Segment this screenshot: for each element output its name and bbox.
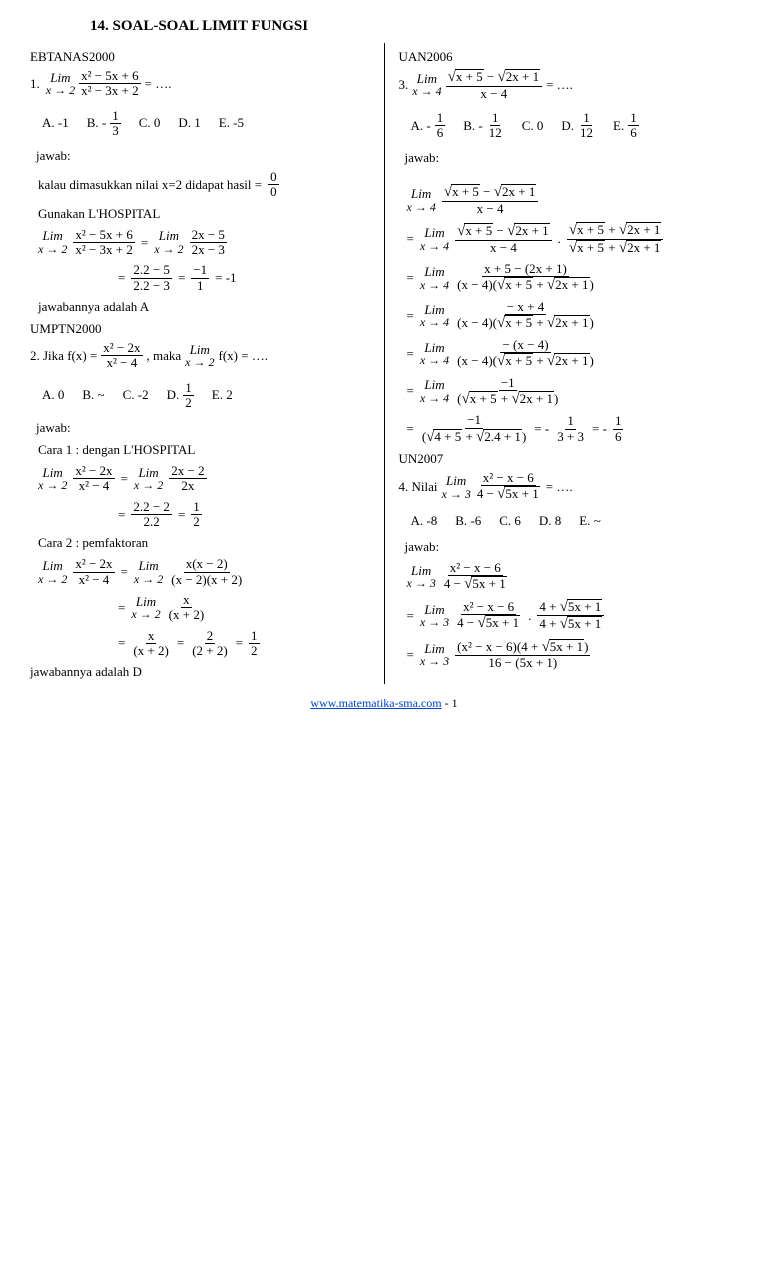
problem-4: 4. Nilai Limx → 3 x² − x − 6 4 − 5x + 1 … (399, 471, 739, 503)
opt-b: B. -6 (455, 513, 481, 529)
left-column: EBTANAS2000 1. Lim x → 2 x² − 5x + 6 x² … (30, 43, 378, 684)
equation: = −1 (4 + 5 + 2.4 + 1) = - 13 + 3 = - 16 (407, 413, 739, 445)
opt-e: E. 2 (212, 387, 233, 403)
column-divider (384, 43, 385, 684)
opt-d: D. 8 (539, 513, 561, 529)
options-2: A. 0 B. ~ C. -2 D. 12 E. 2 (42, 381, 370, 411)
problem-2: 2. Jika f(x) = x² − 2xx² − 4 , maka Limx… (30, 341, 370, 371)
source-label-1: EBTANAS2000 (30, 49, 370, 65)
method-label: Cara 1 : dengan L'HOSPITAL (38, 442, 370, 458)
problem-3: 3. Limx → 4 x + 5 − 2x + 1 x − 4 = …. (399, 69, 739, 101)
page-number: - 1 (442, 696, 458, 710)
options-3: A. - 16 B. - 112 C. 0 D. 112 E. 16 (411, 111, 739, 141)
two-column-layout: EBTANAS2000 1. Lim x → 2 x² − 5x + 6 x² … (30, 43, 738, 684)
method-label: Cara 2 : pemfaktoran (38, 535, 370, 551)
jawab-label: jawab: (405, 539, 739, 555)
equation: = Limx → 3 x² − x − 6 4 − 5x + 1 . 4 + 5… (407, 599, 739, 633)
opt-a: A. -1 (42, 115, 69, 131)
footer-link[interactable]: www.matematika-sma.com (310, 696, 441, 710)
equation: = Limx → 4 −1 (x + 5 + 2x + 1) (407, 376, 739, 408)
equation: = Limx → 4 x + 5 − (2x + 1) (x − 4)(x + … (407, 262, 739, 294)
equation: = Limx → 4 − x + 4 (x − 4)(x + 5 + 2x + … (407, 300, 739, 332)
options-4: A. -8 B. -6 C. 6 D. 8 E. ~ (411, 513, 739, 529)
opt-c: C. -2 (123, 387, 149, 403)
source-label-2: UMPTN2000 (30, 321, 370, 337)
opt-c: C. 0 (139, 115, 161, 131)
right-column: UAN2006 3. Limx → 4 x + 5 − 2x + 1 x − 4… (391, 43, 739, 684)
opt-b: B. - 112 (463, 111, 504, 141)
equation: Limx → 4 x + 5 − 2x + 1 x − 4 (407, 184, 739, 216)
equation: = 2.2 − 52.2 − 3 = −11 = -1 (118, 263, 370, 293)
answer-text: jawabannya adalah A (38, 299, 370, 315)
opt-c: C. 0 (522, 118, 544, 134)
fraction: x² − 5x + 6 x² − 3x + 2 (79, 69, 141, 99)
opt-e: E. ~ (579, 513, 600, 529)
equation: Limx → 2 x² − 5x + 6x² − 3x + 2 = Limx →… (38, 228, 370, 258)
opt-e: E. 16 (613, 111, 639, 141)
answer-text: jawabannya adalah D (30, 664, 370, 680)
jawab-label: jawab: (36, 148, 370, 164)
opt-a: A. - 16 (411, 111, 446, 141)
opt-b: B. - 13 (87, 109, 121, 139)
source-label-3: UAN2006 (399, 49, 739, 65)
equation: = Limx → 3 (x² − x − 6)(4 + 5x + 1) 16 −… (407, 639, 739, 671)
opt-a: A. -8 (411, 513, 438, 529)
limit-symbol: Lim x → 2 (46, 71, 75, 97)
jawab-label: jawab: (405, 150, 739, 166)
equation: Limx → 2 x² − 2xx² − 4 = Limx → 2 x(x − … (38, 557, 370, 587)
equation: = Limx → 4 − (x − 4) (x − 4)(x + 5 + 2x … (407, 338, 739, 370)
equation: = Limx → 2 x(x + 2) (118, 593, 370, 623)
opt-e: E. -5 (219, 115, 244, 131)
equation: = 2.2 − 22.2 = 12 (118, 500, 370, 530)
equation: = x(x + 2) = 2(2 + 2) = 12 (118, 629, 370, 659)
prob-number: 1. (30, 76, 40, 92)
equation: Limx → 2 x² − 2xx² − 4 = Limx → 2 2x − 2… (38, 464, 370, 494)
equals-ellipsis: = …. (145, 76, 172, 92)
jawab-label: jawab: (36, 420, 370, 436)
problem-1: 1. Lim x → 2 x² − 5x + 6 x² − 3x + 2 = …… (30, 69, 370, 99)
page-footer: www.matematika-sma.com - 1 (30, 696, 738, 711)
step-text: Gunakan L'HOSPITAL (38, 206, 370, 222)
opt-a: A. 0 (42, 387, 64, 403)
equation: Limx → 3 x² − x − 6 4 − 5x + 1 (407, 561, 739, 593)
opt-d: D. 1 (178, 115, 200, 131)
opt-b: B. ~ (82, 387, 104, 403)
opt-d: D. 112 (561, 111, 595, 141)
opt-c: C. 6 (499, 513, 521, 529)
step-text: kalau dimasukkan nilai x=2 didapat hasil… (38, 170, 370, 200)
source-label-4: UN2007 (399, 451, 739, 467)
page-title: 14. SOAL-SOAL LIMIT FUNGSI (90, 18, 738, 35)
opt-d: D. 12 (167, 381, 194, 411)
equation: = Limx → 4 x + 5 − 2x + 1 x − 4 . x + 5 … (407, 222, 739, 256)
options-1: A. -1 B. - 13 C. 0 D. 1 E. -5 (42, 109, 370, 139)
